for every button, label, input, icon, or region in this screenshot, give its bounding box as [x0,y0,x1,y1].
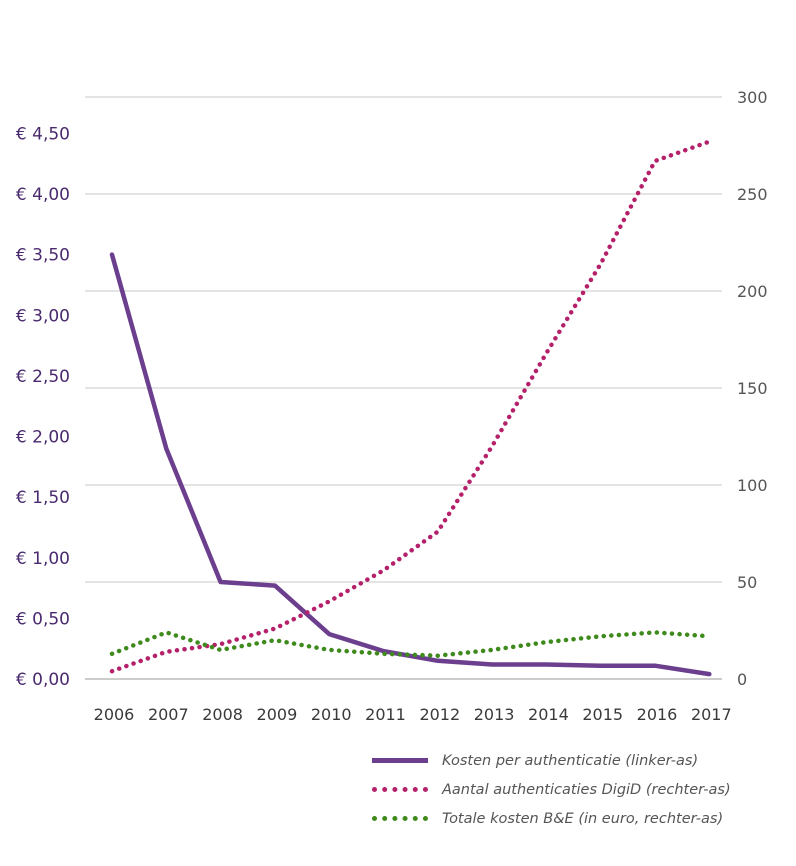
left-tick-label: € 2,00 [16,428,70,448]
x-tick-label: 2017 [691,705,732,724]
series-line-2 [109,139,712,674]
left-tick-label: € 2,50 [16,367,70,387]
left-axis: € 0,00 € 0,50 € 1,00 € 1,50 € 2,00 € 2,50 € 3,… [16,124,70,690]
left-tick-label: € 0,50 [16,609,70,629]
legend-swatch-aantal [372,787,428,792]
right-tick-label: 300 [737,88,768,107]
gridlines [85,96,722,680]
legend-swatch-totale-kosten [372,816,428,821]
left-tick-label: € 1,50 [16,488,70,508]
right-tick-label: 200 [737,282,768,301]
legend-item-totale-kosten: Totale kosten B&E (in euro, rechter-as) [372,804,731,833]
x-tick-label: 2014 [528,705,569,724]
left-tick-label: € 3,50 [16,246,70,266]
x-tick-label: 2016 [637,705,678,724]
legend-label-totale-kosten: Totale kosten B&E (in euro, rechter-as) [442,810,724,827]
right-tick-label: 250 [737,185,768,204]
series-group [109,139,712,677]
x-tick-label: 2012 [419,705,460,724]
left-tick-label: € 0,00 [16,670,70,690]
legend-swatch-kosten [372,758,428,763]
x-axis: 2006 2007 2008 2009 2010 2011 2012 2013 2014 2015… [94,705,732,724]
series-line-3 [109,630,712,658]
right-tick-label: 100 [737,476,768,495]
legend-item-kosten: Kosten per authenticatie (linker-as) [372,746,731,775]
right-tick-label: 150 [737,379,768,398]
x-tick-label: 2011 [365,705,406,724]
left-tick-label: € 4,50 [16,124,70,144]
legend-item-aantal: Aantal authenticaties DigiD (rechter-as) [372,775,731,804]
legend: Kosten per authenticatie (linker-as) Aan… [372,746,731,833]
left-tick-label: € 1,00 [16,549,70,569]
left-tick-label: € 3,00 [16,306,70,326]
chart: € 0,00 € 0,50 € 1,00 € 1,50 € 2,00 € 2,50 € 3,… [16,88,768,724]
left-tick-label: € 4,00 [16,185,70,205]
legend-label-aantal: Aantal authenticaties DigiD (rechter-as) [442,781,731,798]
x-tick-label: 2007 [148,705,189,724]
x-tick-label: 2015 [582,705,623,724]
right-tick-label: 0 [737,670,747,689]
x-tick-label: 2008 [202,705,243,724]
right-tick-label: 50 [737,573,757,592]
x-tick-label: 2009 [257,705,298,724]
series-line-1 [109,252,712,677]
legend-label-kosten: Kosten per authenticatie (linker-as) [442,752,699,769]
right-axis: 0 50 100 150 200 250 300 [737,88,768,689]
x-tick-label: 2013 [474,705,515,724]
x-tick-label: 2006 [94,705,135,724]
x-tick-label: 2010 [311,705,352,724]
